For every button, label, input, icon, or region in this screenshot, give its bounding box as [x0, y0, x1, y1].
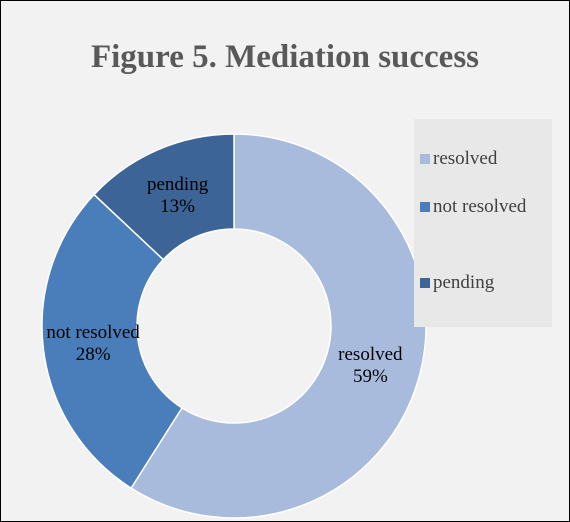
legend-entry: not resolved — [420, 195, 545, 219]
data-label-value: 13% — [160, 195, 195, 217]
chart-title: Figure 5. Mediation success — [90, 39, 480, 75]
data-label: resolved 59% — [320, 344, 420, 388]
legend-entry: pending — [420, 271, 545, 295]
data-label-value: 28% — [75, 343, 111, 365]
donut-slice — [92, 133, 235, 261]
legend-swatch — [420, 278, 430, 288]
data-label-category: resolved — [338, 343, 403, 365]
data-label-category: not resolved — [46, 321, 140, 343]
legend-label: pending — [433, 272, 495, 293]
legend-label: not resolved — [433, 196, 527, 217]
data-label-category: pending — [146, 173, 209, 195]
legend-entry: resolved — [420, 147, 545, 171]
legend-swatch — [420, 154, 430, 164]
donut-slice — [130, 133, 427, 519]
data-label: not resolved 28% — [43, 322, 143, 366]
data-label-value: 59% — [352, 365, 388, 387]
legend-swatch — [420, 202, 430, 212]
legend-label: resolved — [433, 148, 498, 169]
data-label: pending 13% — [128, 174, 228, 218]
legend: resolved not resolved pending — [414, 119, 552, 327]
donut-slice — [41, 193, 184, 490]
